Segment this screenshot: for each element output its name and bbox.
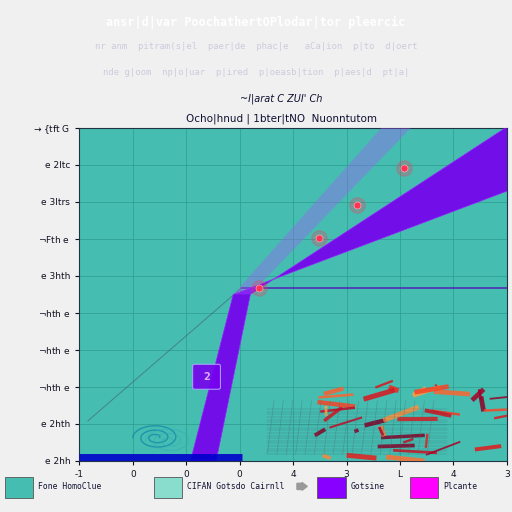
Text: Ocho|hnud | 1bter|tNO  Nuonntutom: Ocho|hnud | 1bter|tNO Nuonntutom — [186, 114, 377, 124]
Text: nr anm  pitram(s|el  paer|de  phac|e   aCa|ion  p|to  d|oert: nr anm pitram(s|el paer|de phac|e aCa|io… — [95, 42, 417, 51]
Text: Fone HomoClue: Fone HomoClue — [38, 482, 102, 491]
Polygon shape — [190, 121, 512, 461]
Bar — [317, 477, 346, 498]
FancyArrow shape — [297, 482, 307, 490]
FancyBboxPatch shape — [193, 365, 221, 389]
Text: ~I|arat C ZUI' Ch: ~I|arat C ZUI' Ch — [241, 93, 323, 104]
Polygon shape — [233, 121, 417, 294]
Text: 2: 2 — [203, 372, 210, 381]
Text: Gotsine: Gotsine — [351, 482, 385, 491]
Text: ansr|d|var PoochathertOPlodar|tor pleercic: ansr|d|var PoochathertOPlodar|tor pleerc… — [106, 16, 406, 29]
Text: Plcante: Plcante — [443, 482, 477, 491]
Bar — [154, 477, 182, 498]
Bar — [5, 477, 33, 498]
Text: nde g|oom  np|o|uar  p|ired  p|oeasb|tion  p|aes|d  pt|a|: nde g|oom np|o|uar p|ired p|oeasb|tion p… — [103, 68, 409, 77]
Text: CIFAN Gotsdo Cairnll: CIFAN Gotsdo Cairnll — [187, 482, 284, 491]
Bar — [410, 477, 438, 498]
